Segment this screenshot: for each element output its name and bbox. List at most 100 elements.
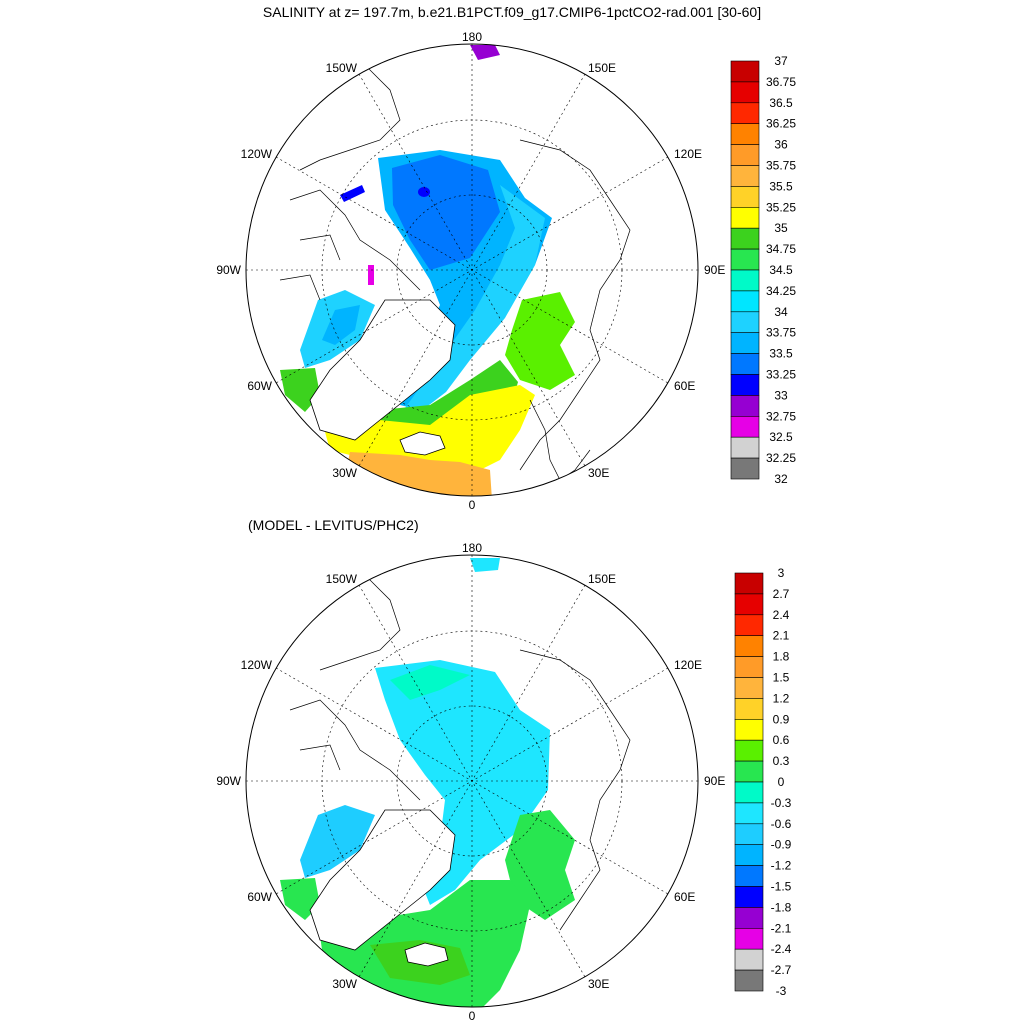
colorbar-box bbox=[730, 415, 760, 438]
colorbar-label: 32.25 bbox=[766, 451, 796, 465]
colorbar-box bbox=[730, 332, 760, 354]
colorbar-box bbox=[734, 656, 764, 678]
bottom-lon-30w: 30W bbox=[332, 977, 357, 991]
colorbar-label: 2.1 bbox=[773, 629, 790, 643]
difference-map: 180 0 90W 90E 150W 150E 120W 120E 60W 60… bbox=[216, 541, 725, 1023]
colorbar-box bbox=[734, 844, 764, 866]
colorbar-label: 37 bbox=[774, 54, 788, 68]
colorbar-label: 36 bbox=[774, 138, 788, 152]
colorbar-label: 32.5 bbox=[769, 430, 793, 444]
top-lon-180: 180 bbox=[462, 30, 482, 44]
colorbar-box bbox=[734, 927, 764, 950]
colorbar-box bbox=[734, 760, 764, 783]
barents-green bbox=[505, 292, 575, 390]
colorbar-box bbox=[734, 635, 764, 657]
colorbar-label: 33 bbox=[774, 388, 788, 402]
atlantic-inflow-cyan bbox=[405, 185, 545, 412]
alaska-diff-coast bbox=[319, 569, 401, 671]
plot-title: SALINITY at z= 197.7m, b.e21.B1PCT.f09_g… bbox=[263, 4, 761, 20]
colorbar-box bbox=[730, 457, 760, 480]
siberian-diff-coast bbox=[519, 649, 631, 931]
top-lon-90e: 90E bbox=[704, 263, 725, 277]
bottom-lon-150e: 150E bbox=[588, 572, 616, 586]
colorbar-label: 32 bbox=[774, 472, 788, 486]
colorbar-box bbox=[730, 186, 760, 208]
colorbar-label: 1.5 bbox=[773, 671, 790, 685]
colorbar-box bbox=[734, 802, 764, 825]
colorbar-label: -3 bbox=[776, 984, 787, 998]
top-lon-60e: 60E bbox=[674, 379, 695, 393]
colorbar-label: 34 bbox=[774, 305, 788, 319]
colorbar-box bbox=[734, 886, 764, 908]
colorbar-box bbox=[730, 269, 760, 292]
bottom-graticule bbox=[246, 555, 698, 1007]
baffin-bay-inner bbox=[322, 305, 360, 345]
colorbar-label: -2.4 bbox=[771, 942, 792, 956]
colorbar-label: 0 bbox=[778, 775, 785, 789]
colorbar-box bbox=[734, 593, 764, 616]
top-lon-120w: 120W bbox=[241, 147, 273, 161]
greenland-land-diff bbox=[309, 809, 456, 951]
colorbar-label: 32.75 bbox=[766, 409, 796, 423]
colorbar-label: -1.2 bbox=[771, 859, 792, 873]
canadian-archipelago bbox=[279, 189, 421, 301]
bering-diff bbox=[470, 558, 500, 572]
colorbar-label: 34.5 bbox=[769, 263, 793, 277]
bottom-lon-120w: 120W bbox=[241, 658, 273, 672]
colorbar-label: 2.7 bbox=[773, 587, 790, 601]
colorbar-box bbox=[730, 395, 760, 417]
top-lon-30e: 30E bbox=[588, 466, 609, 480]
colorbar-box bbox=[734, 614, 764, 636]
colorbar-box bbox=[734, 823, 764, 845]
iceland-diff-land bbox=[404, 942, 449, 967]
bottom-lon-150w: 150W bbox=[326, 572, 358, 586]
colorbar-box bbox=[730, 144, 760, 166]
top-graticule bbox=[246, 44, 698, 496]
colorbar-label: -0.9 bbox=[771, 838, 792, 852]
bottom-lon-0: 0 bbox=[469, 1009, 476, 1023]
colorbar-label: 33.25 bbox=[766, 368, 796, 382]
colorbar-label: 36.25 bbox=[766, 117, 796, 131]
bottom-lon-90e: 90E bbox=[704, 774, 725, 788]
baffin-diff-field bbox=[300, 805, 375, 878]
siberian-coast bbox=[519, 139, 631, 471]
colorbar-label: 33.5 bbox=[769, 347, 793, 361]
central-arctic-min bbox=[418, 187, 430, 197]
colorbar-label: -0.6 bbox=[771, 817, 792, 831]
central-arctic-mid bbox=[392, 155, 500, 270]
colorbar-box bbox=[730, 311, 760, 333]
colorbar-label: 0.6 bbox=[773, 733, 790, 747]
top-map-boundary bbox=[245, 43, 699, 497]
top-lon-60w: 60W bbox=[247, 379, 272, 393]
difference-subtitle: (MODEL - LEVITUS/PHC2) bbox=[248, 517, 419, 533]
bottom-map-boundary bbox=[245, 554, 699, 1008]
colorbar-box bbox=[734, 781, 764, 804]
colorbar-label: 0.9 bbox=[773, 712, 790, 726]
scandinavia-coast bbox=[529, 399, 591, 481]
central-arctic-diff bbox=[375, 660, 550, 905]
colorbar-box bbox=[734, 948, 764, 971]
top-lon-90w: 90W bbox=[216, 263, 241, 277]
colorbar-label: 33.75 bbox=[766, 326, 796, 340]
bottom-lon-30e: 30E bbox=[588, 977, 609, 991]
colorbar-box bbox=[730, 81, 760, 104]
colorbar-label: 35.75 bbox=[766, 159, 796, 173]
colorbar-box bbox=[734, 698, 764, 720]
colorbar-box bbox=[730, 374, 760, 396]
colorbar-label: -1.5 bbox=[771, 880, 792, 894]
bering-strait-field bbox=[470, 45, 500, 60]
colorbar-label: 34.25 bbox=[766, 284, 796, 298]
colorbar-label: 36.75 bbox=[766, 75, 796, 89]
bottom-lon-120e: 120E bbox=[674, 658, 702, 672]
colorbar-label: 34.75 bbox=[766, 242, 796, 256]
colorbar-box bbox=[730, 102, 760, 125]
bottom-lon-60w: 60W bbox=[247, 890, 272, 904]
colorbar-box bbox=[734, 969, 764, 992]
colorbar-label: -2.7 bbox=[771, 963, 792, 977]
colorbar-box bbox=[730, 227, 760, 250]
colorbar-box bbox=[730, 123, 760, 145]
top-lon-0: 0 bbox=[469, 498, 476, 512]
colorbar-box bbox=[734, 739, 764, 762]
colorbar-box bbox=[730, 60, 760, 83]
archipelago-diff-coast bbox=[289, 699, 421, 801]
